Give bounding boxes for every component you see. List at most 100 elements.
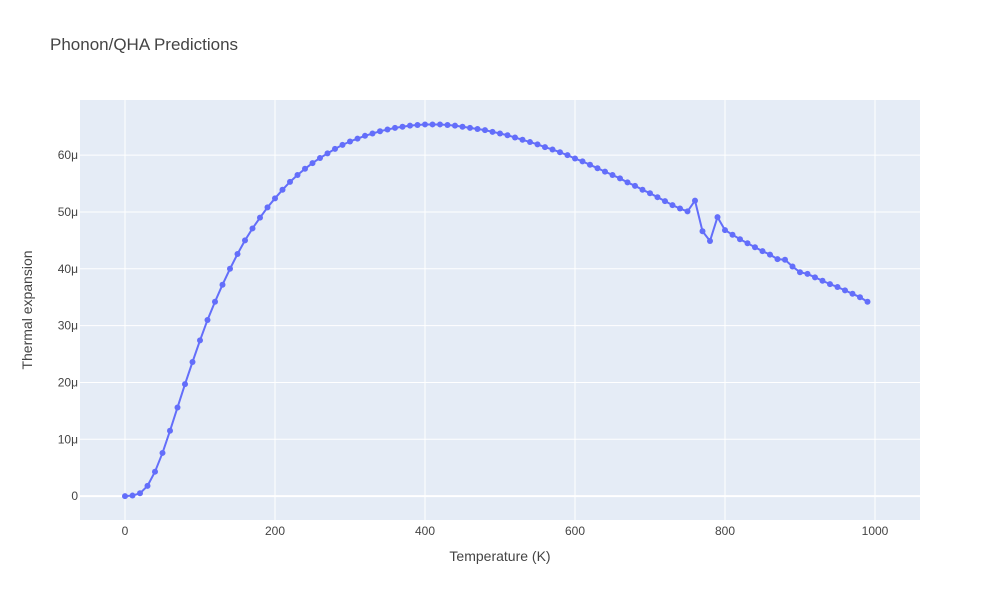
data-point[interactable] — [399, 123, 406, 130]
data-point[interactable] — [744, 240, 751, 247]
data-point[interactable] — [489, 128, 496, 135]
data-point[interactable] — [579, 158, 586, 165]
data-point[interactable] — [467, 124, 473, 131]
data-point[interactable] — [774, 256, 781, 263]
data-point[interactable] — [429, 121, 436, 128]
data-point[interactable] — [759, 248, 766, 255]
data-point[interactable] — [647, 190, 653, 197]
data-point[interactable] — [722, 227, 728, 234]
data-point[interactable] — [864, 298, 871, 305]
data-point[interactable] — [609, 172, 616, 179]
data-point[interactable] — [249, 225, 256, 232]
data-point[interactable] — [789, 263, 796, 270]
data-point[interactable] — [617, 175, 623, 182]
data-point[interactable] — [152, 468, 158, 475]
data-point[interactable] — [279, 186, 286, 193]
data-point[interactable] — [587, 161, 593, 168]
data-point[interactable] — [707, 237, 713, 244]
data-point[interactable] — [737, 236, 743, 243]
data-point[interactable] — [197, 337, 203, 344]
data-point[interactable] — [242, 237, 248, 244]
data-point[interactable] — [654, 194, 661, 201]
data-point[interactable] — [639, 186, 646, 193]
data-point[interactable] — [339, 141, 346, 148]
data-point[interactable] — [714, 214, 721, 221]
data-point[interactable] — [354, 135, 361, 142]
data-point[interactable] — [264, 204, 271, 211]
data-point[interactable] — [159, 449, 166, 456]
data-point[interactable] — [204, 316, 211, 323]
data-point[interactable] — [594, 165, 601, 172]
data-point[interactable] — [474, 125, 481, 132]
data-point[interactable] — [422, 121, 428, 128]
data-point[interactable] — [827, 281, 833, 288]
data-point[interactable] — [684, 208, 691, 215]
data-point[interactable] — [857, 294, 863, 301]
data-point[interactable] — [729, 231, 736, 238]
data-point[interactable] — [782, 256, 788, 263]
data-point[interactable] — [347, 138, 353, 145]
data-point[interactable] — [137, 490, 143, 497]
data-point[interactable] — [662, 198, 668, 205]
data-point[interactable] — [819, 277, 826, 284]
data-point[interactable] — [677, 205, 683, 212]
data-point[interactable] — [549, 146, 556, 153]
data-point[interactable] — [362, 132, 368, 139]
data-point[interactable] — [842, 287, 848, 294]
data-point[interactable] — [692, 197, 698, 204]
data-point[interactable] — [767, 251, 773, 258]
data-point[interactable] — [459, 123, 466, 130]
data-point[interactable] — [294, 172, 301, 179]
data-point[interactable] — [444, 122, 451, 129]
data-point[interactable] — [167, 427, 173, 434]
data-point[interactable] — [519, 136, 526, 143]
data-point[interactable] — [804, 270, 811, 277]
data-point[interactable] — [392, 124, 398, 131]
data-point[interactable] — [624, 179, 631, 186]
data-point[interactable] — [227, 265, 233, 272]
data-point[interactable] — [129, 492, 136, 499]
data-point[interactable] — [497, 130, 503, 137]
data-point[interactable] — [452, 122, 458, 129]
data-point[interactable] — [834, 283, 841, 290]
data-point[interactable] — [122, 493, 128, 500]
data-point[interactable] — [407, 122, 413, 129]
data-point[interactable] — [564, 152, 571, 159]
data-point[interactable] — [257, 214, 263, 221]
data-point[interactable] — [414, 122, 421, 129]
data-point[interactable] — [144, 482, 151, 489]
data-point[interactable] — [572, 155, 578, 162]
data-point[interactable] — [534, 141, 541, 148]
data-point[interactable] — [669, 202, 676, 209]
data-point[interactable] — [752, 244, 758, 251]
data-point[interactable] — [272, 195, 278, 202]
data-point[interactable] — [182, 381, 188, 388]
data-point[interactable] — [504, 132, 511, 139]
data-point[interactable] — [369, 130, 376, 137]
data-point[interactable] — [602, 168, 608, 175]
data-point[interactable] — [542, 144, 548, 151]
data-point[interactable] — [699, 228, 706, 235]
data-point[interactable] — [219, 281, 226, 288]
data-point[interactable] — [189, 359, 196, 365]
data-point[interactable] — [332, 145, 338, 152]
data-point[interactable] — [384, 126, 391, 133]
data-point[interactable] — [849, 290, 856, 297]
data-point[interactable] — [797, 269, 803, 276]
data-point[interactable] — [287, 178, 293, 185]
data-point[interactable] — [632, 182, 638, 189]
data-point[interactable] — [527, 139, 533, 146]
data-point[interactable] — [437, 121, 443, 128]
data-point[interactable] — [212, 298, 218, 305]
data-point[interactable] — [309, 160, 316, 167]
data-point[interactable] — [557, 149, 563, 156]
data-point[interactable] — [324, 150, 331, 157]
data-point[interactable] — [302, 165, 308, 172]
data-point[interactable] — [812, 274, 818, 281]
data-point[interactable] — [482, 127, 488, 134]
data-point[interactable] — [234, 251, 241, 258]
data-point[interactable] — [377, 128, 383, 135]
data-point[interactable] — [174, 404, 181, 411]
data-point[interactable] — [512, 134, 518, 141]
data-point[interactable] — [317, 154, 323, 161]
